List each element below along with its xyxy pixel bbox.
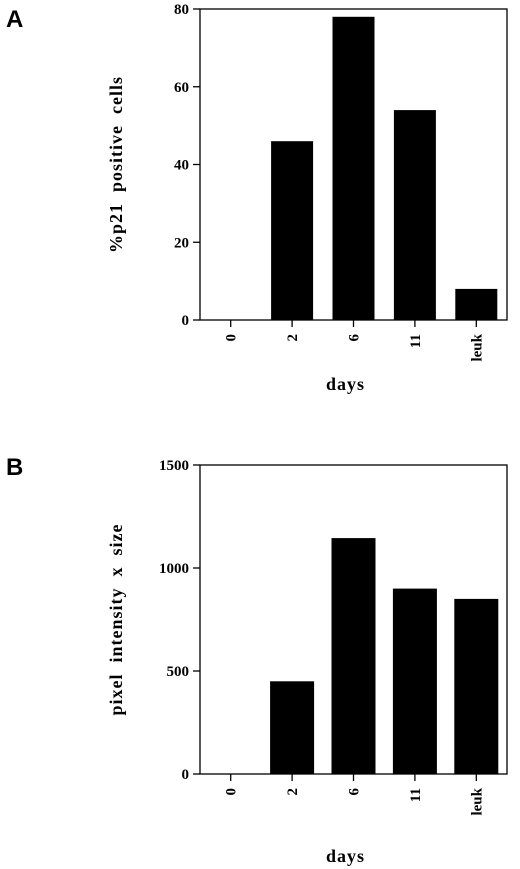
y-tick-label-a-80: 80	[174, 2, 189, 18]
y-tick-label-a-40: 40	[174, 158, 189, 174]
bar-b-leuk	[454, 598, 499, 774]
x-tick-label-b-2: 2	[285, 788, 301, 796]
y-tick-label-a-20: 20	[174, 235, 189, 251]
y-tick-label-b-1000: 1000	[159, 561, 189, 577]
bar-a-6	[332, 16, 375, 321]
y-tick-label-a-60: 60	[174, 80, 189, 96]
bar-a-11	[393, 110, 436, 320]
x-tick-label-a-2: 2	[285, 334, 301, 342]
x-tick-label-b-11: 11	[408, 788, 424, 802]
y-tick-label-a-0: 0	[182, 313, 190, 329]
bar-a-leuk	[455, 288, 498, 320]
panel-label-a: A	[6, 6, 24, 33]
x-tick-label-a-leuk: leuk	[469, 333, 485, 361]
panel-label-b: B	[6, 454, 24, 481]
bar-b-2	[270, 681, 315, 774]
x-tick-label-b-leuk: leuk	[469, 787, 485, 815]
x-tick-label-b-6: 6	[347, 788, 363, 796]
x-tick-label-a-11: 11	[408, 334, 424, 348]
bar-b-6	[331, 538, 376, 774]
bar-a-2	[271, 141, 314, 320]
y-tick-label-b-1500: 1500	[159, 458, 189, 474]
y-tick-label-b-0: 0	[182, 767, 190, 783]
x-axis-title-a: days	[326, 374, 365, 394]
x-tick-label-b-0: 0	[224, 788, 240, 796]
chart-b-group: 0 500 1000 1500 0 2 6 11 leuk days pixel intensity…	[106, 458, 508, 866]
chart-a-group: 0 20 40 60 80 0 2 6 11 leuk days %p21 positive cell…	[106, 2, 508, 394]
x-axis-title-b: days	[326, 846, 365, 866]
y-axis-title-b: pixel intensity x size	[106, 524, 126, 716]
x-tick-label-a-0: 0	[224, 334, 240, 342]
y-axis-title-a: %p21 positive cells	[106, 76, 126, 253]
y-tick-label-b-500: 500	[167, 664, 190, 680]
x-tick-label-a-6: 6	[347, 334, 363, 342]
bar-b-11	[392, 588, 437, 774]
